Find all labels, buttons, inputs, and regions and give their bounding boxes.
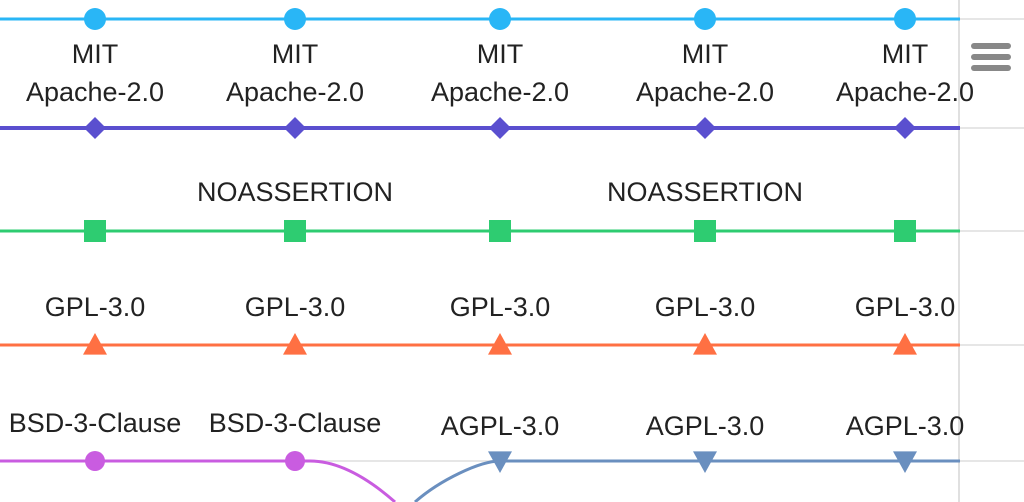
label-MIT: MIT [682, 39, 729, 69]
label-AGPL-3.0: AGPL-3.0 [846, 411, 965, 441]
label-Apache-2.0: Apache-2.0 [26, 77, 164, 107]
marker-diamond [489, 117, 511, 139]
label-NOASSERTION: NOASSERTION [197, 177, 393, 207]
license-chart: MIT MIT MIT MIT MIT Apache-2.0 Apache-2.0 Apach… [0, 0, 1024, 502]
label-AGPL-3.0: AGPL-3.0 [646, 411, 765, 441]
marker-circle [894, 8, 916, 30]
series-line-BSD-3-Clause [0, 461, 395, 502]
marker-diamond [694, 117, 716, 139]
label-Apache-2.0: Apache-2.0 [431, 77, 569, 107]
label-MIT: MIT [72, 39, 119, 69]
label-GPL-3.0: GPL-3.0 [245, 292, 346, 322]
label-MIT: MIT [882, 39, 929, 69]
marker-circle [85, 451, 105, 471]
hamburger-menu-icon[interactable] [971, 43, 1011, 71]
marker-diamond [84, 117, 106, 139]
marker-square [894, 220, 916, 242]
label-GPL-3.0: GPL-3.0 [45, 292, 146, 322]
marker-circle [284, 8, 306, 30]
label-BSD-3-Clause: BSD-3-Clause [9, 408, 182, 438]
label-GPL-3.0: GPL-3.0 [450, 292, 551, 322]
marker-circle [489, 8, 511, 30]
label-GPL-3.0: GPL-3.0 [855, 292, 956, 322]
label-Apache-2.0: Apache-2.0 [836, 77, 974, 107]
marker-diamond [894, 117, 916, 139]
marker-circle [285, 451, 305, 471]
marker-square [284, 220, 306, 242]
label-MIT: MIT [272, 39, 319, 69]
label-MIT: MIT [477, 39, 524, 69]
label-NOASSERTION: NOASSERTION [607, 177, 803, 207]
label-AGPL-3.0: AGPL-3.0 [441, 411, 560, 441]
marker-square [694, 220, 716, 242]
label-Apache-2.0: Apache-2.0 [636, 77, 774, 107]
marker-circle [84, 8, 106, 30]
marker-square [489, 220, 511, 242]
label-BSD-3-Clause: BSD-3-Clause [209, 408, 382, 438]
label-Apache-2.0: Apache-2.0 [226, 77, 364, 107]
marker-circle [694, 8, 716, 30]
label-GPL-3.0: GPL-3.0 [655, 292, 756, 322]
marker-square [84, 220, 106, 242]
marker-diamond [284, 117, 306, 139]
